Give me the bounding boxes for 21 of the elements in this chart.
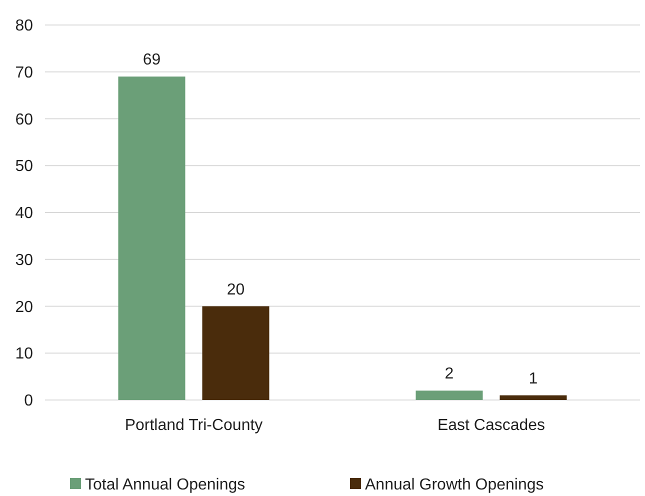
y-tick-label: 30 [15,252,34,269]
bar [202,306,270,400]
y-tick-label: 0 [24,392,34,410]
y-tick-label: 50 [15,158,34,176]
bar [118,76,186,400]
legend-label: Total Annual Openings [85,476,246,494]
y-tick-label: 70 [15,64,34,82]
y-tick-label: 40 [15,205,34,222]
y-tick-label: 80 [15,18,34,35]
data-label: 2 [444,366,454,383]
y-tick-label: 60 [15,111,34,128]
bar [500,395,567,400]
y-tick-label: 10 [15,346,34,363]
bar [416,390,483,400]
x-tick-label: Portland Tri-County [124,417,263,434]
data-label: 20 [226,281,245,298]
legend-label: Annual Growth Openings [365,476,544,494]
data-label: 69 [142,52,161,69]
data-label: 1 [528,370,538,388]
y-tick-label: 20 [15,298,34,316]
x-tick-label: East Cascades [437,417,546,434]
